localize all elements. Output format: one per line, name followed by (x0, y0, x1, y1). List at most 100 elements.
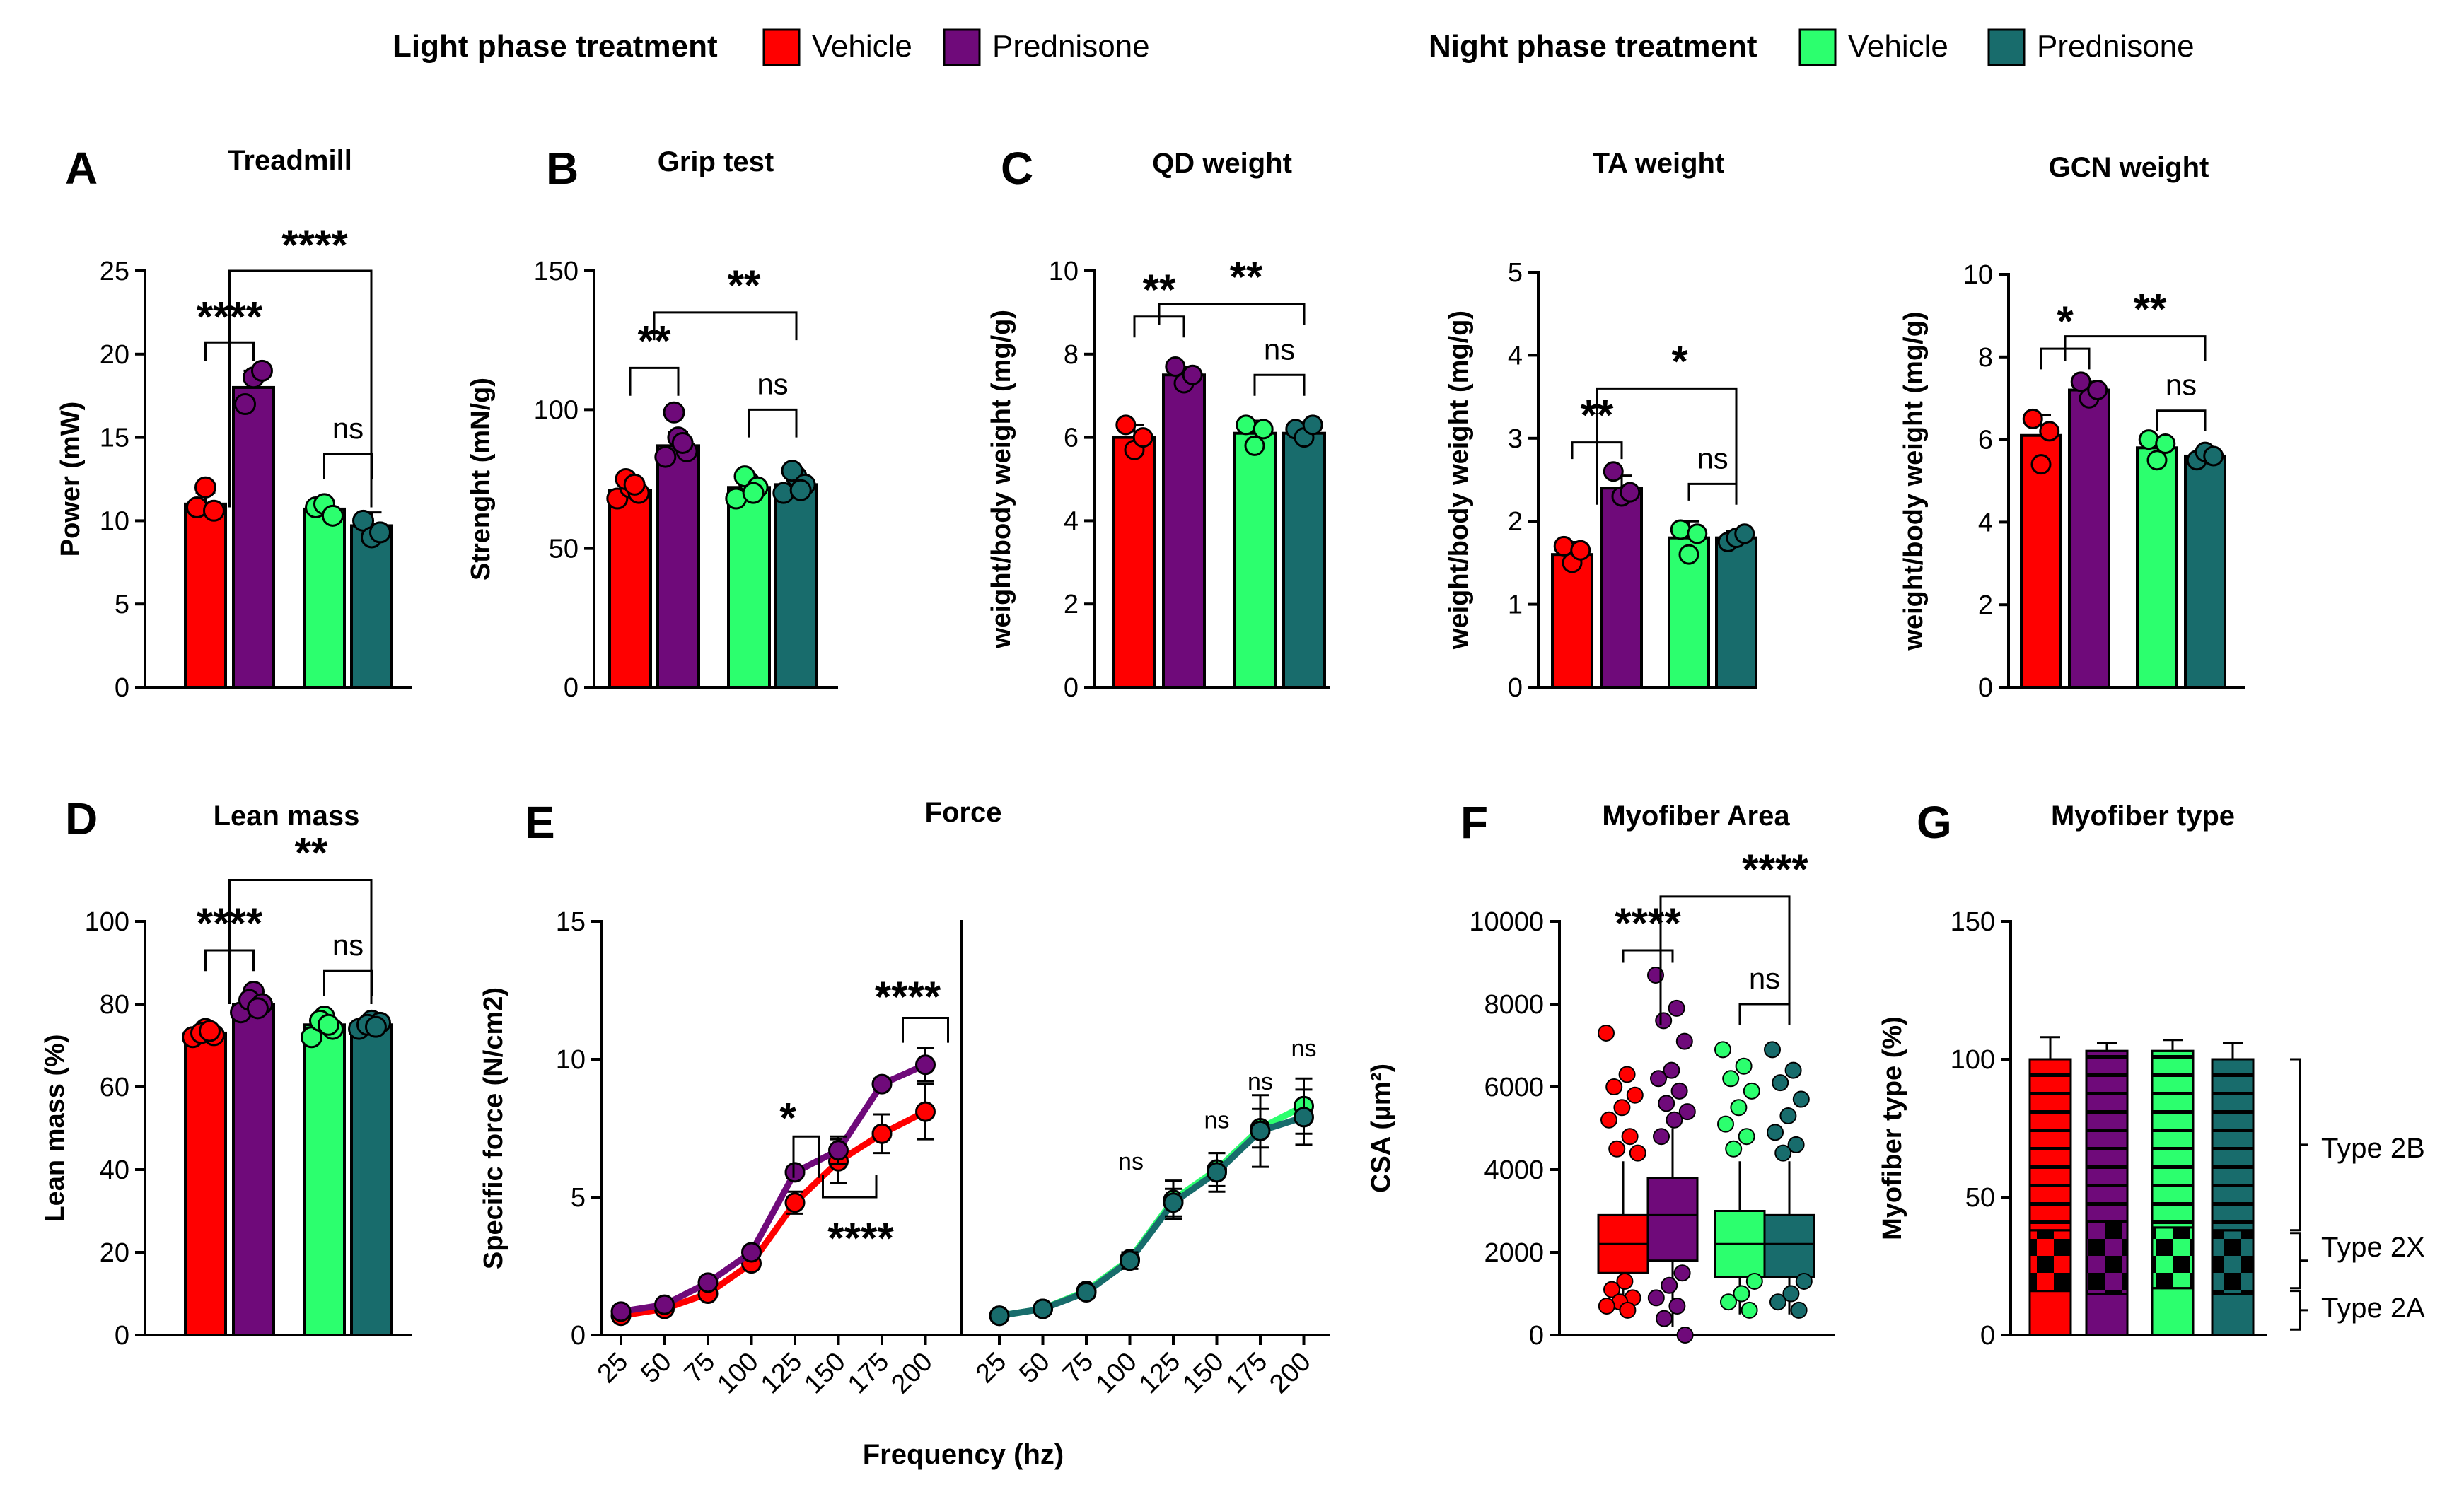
y-tick-label: 15 (556, 907, 586, 937)
data-point (1120, 1250, 1140, 1271)
outlier-point (1668, 999, 1685, 1017)
outlier-point (1720, 1293, 1737, 1311)
y-tick-label: 0 (1064, 673, 1079, 703)
data-point (789, 479, 812, 501)
brace-type-2b (2290, 1058, 2308, 1232)
outlier-point (1779, 1107, 1797, 1124)
legend-label-light-prednisone: Prednisone (992, 29, 1150, 64)
outlier-point (1629, 1144, 1646, 1162)
y-tick-label: 3 (1508, 424, 1523, 454)
x-tick-label: 25 (970, 1347, 1013, 1389)
data-point (915, 1054, 936, 1076)
legend-label-night-prednisone: Prednisone (2037, 29, 2195, 64)
label-type-2a: Type 2A (2321, 1293, 2425, 1324)
legend-label-night-vehicle: Vehicle (1848, 29, 1948, 64)
bar-3 (774, 483, 818, 689)
data-point (1253, 419, 1274, 440)
sig-bracket (1158, 303, 1306, 325)
y-tick-label: 2 (1978, 590, 1993, 620)
data-point (1236, 414, 1257, 436)
series-line-1 (620, 1061, 927, 1315)
segment-pattern-checker (2151, 1226, 2195, 1290)
title-myofiber-type: Myofiber type (2051, 800, 2235, 832)
sig-bracket (228, 269, 373, 508)
data-point (697, 1272, 719, 1293)
y-tick-label: 5 (115, 590, 129, 619)
title-treadmill: Treadmill (228, 145, 352, 176)
significance-label: ns (1291, 1035, 1317, 1062)
y-axis-label: Myofiber type (%) (1878, 1016, 1907, 1240)
y-tick-label: 2000 (1484, 1238, 1544, 1268)
sig-bracket (629, 366, 680, 396)
y-tick-label: 50 (549, 535, 579, 564)
box-3 (1763, 1213, 1815, 1278)
outlier-point (1598, 1298, 1615, 1315)
bar-0 (184, 502, 227, 689)
x-tick-label: 200 (1264, 1347, 1317, 1400)
data-point (246, 997, 269, 1020)
data-point (781, 460, 803, 482)
sig-bracket (1738, 1003, 1791, 1025)
data-point (1294, 1107, 1314, 1128)
title-qd: QD weight (1152, 148, 1292, 179)
segment-0-0 (2028, 1290, 2072, 1336)
outlier-point (1733, 1285, 1750, 1303)
title-myofiber-area: Myofiber Area (1602, 800, 1790, 832)
panel-letter-f: F (1460, 797, 1488, 848)
data-point (663, 401, 685, 424)
outlier-point (1663, 1061, 1680, 1079)
bar-3 (350, 524, 393, 689)
y-axis-label: Power (mW) (56, 402, 86, 557)
segment-3-0 (2211, 1293, 2255, 1336)
data-point (654, 1294, 675, 1315)
bar-1 (1162, 373, 1206, 689)
data-point (2203, 445, 2224, 467)
data-point (1553, 535, 1574, 557)
sig-bracket (2064, 335, 2207, 361)
y-tick-label: 4 (1978, 508, 1993, 537)
x-tick-label: 50 (1013, 1347, 1056, 1389)
title-force: Force (925, 797, 1002, 828)
bar-1 (232, 1003, 275, 1336)
data-point (2146, 450, 2168, 471)
data-point (623, 473, 646, 496)
y-tick-label: 4 (1508, 341, 1523, 371)
outlier-point (1600, 1111, 1617, 1129)
y-tick-label: 10 (100, 506, 129, 536)
outlier-point (1626, 1086, 1644, 1104)
outlier-point (1714, 1041, 1731, 1059)
y-tick-label: 8000 (1484, 990, 1544, 1020)
outlier-point (1647, 1289, 1665, 1307)
bar-0 (1551, 553, 1593, 689)
data-point (1207, 1162, 1227, 1183)
brace-type-2x (2290, 1232, 2308, 1290)
x-tick-label: 175 (1221, 1347, 1274, 1400)
outlier-point (1741, 1301, 1758, 1319)
outlier-point (1603, 1281, 1620, 1298)
y-axis-label: Strenght (mN/g) (466, 378, 496, 581)
x-tick-label: 150 (1177, 1347, 1230, 1400)
outlier-point (1772, 1074, 1789, 1092)
outlier-point (1656, 1310, 1673, 1327)
data-point (364, 1015, 387, 1038)
panel-letter-g: G (1917, 797, 1952, 848)
outlier-point (1650, 1070, 1667, 1088)
data-point (1302, 414, 1323, 436)
y-tick-label: 100 (1951, 1045, 1995, 1075)
significance-label: ns (2166, 368, 2197, 402)
data-point (194, 476, 216, 499)
data-point (1620, 482, 1641, 503)
data-point (1250, 1120, 1271, 1141)
outlier-point (1668, 1298, 1686, 1315)
significance-label: **** (827, 1215, 894, 1262)
sig-bracket (1687, 482, 1738, 501)
title-lean: Lean mass (214, 800, 360, 832)
data-point (1678, 544, 1699, 565)
sig-bracket (2156, 409, 2207, 431)
sig-bracket (653, 311, 798, 341)
significance-label: ns (1118, 1148, 1144, 1175)
y-tick-label: 80 (100, 990, 129, 1020)
data-point (2087, 380, 2108, 401)
data-point (1033, 1298, 1053, 1319)
